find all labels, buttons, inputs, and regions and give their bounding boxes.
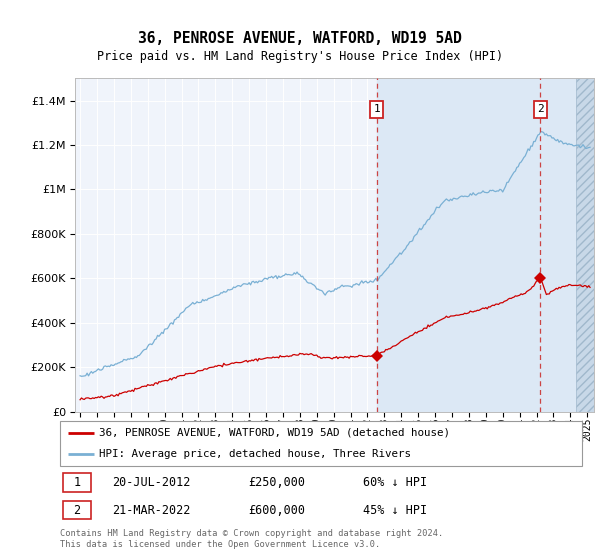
Text: 1: 1 [373,105,380,114]
Text: 21-MAR-2022: 21-MAR-2022 [112,503,191,516]
FancyBboxPatch shape [62,501,91,519]
Bar [576,78,594,412]
FancyBboxPatch shape [60,421,582,466]
Text: 2: 2 [73,503,80,516]
Text: £250,000: £250,000 [248,476,305,489]
Text: £600,000: £600,000 [248,503,305,516]
Text: Contains HM Land Registry data © Crown copyright and database right 2024.
This d: Contains HM Land Registry data © Crown c… [60,529,443,549]
Text: 45% ↓ HPI: 45% ↓ HPI [363,503,427,516]
FancyBboxPatch shape [62,473,91,492]
Text: 2: 2 [537,105,544,114]
Bar [377,78,576,412]
Text: HPI: Average price, detached house, Three Rivers: HPI: Average price, detached house, Thre… [99,449,411,459]
Text: 60% ↓ HPI: 60% ↓ HPI [363,476,427,489]
Text: Price paid vs. HM Land Registry's House Price Index (HPI): Price paid vs. HM Land Registry's House … [97,50,503,63]
Text: 36, PENROSE AVENUE, WATFORD, WD19 5AD: 36, PENROSE AVENUE, WATFORD, WD19 5AD [138,31,462,46]
Text: 36, PENROSE AVENUE, WATFORD, WD19 5AD (detached house): 36, PENROSE AVENUE, WATFORD, WD19 5AD (d… [99,428,450,438]
Text: 20-JUL-2012: 20-JUL-2012 [112,476,191,489]
Text: 1: 1 [73,476,80,489]
